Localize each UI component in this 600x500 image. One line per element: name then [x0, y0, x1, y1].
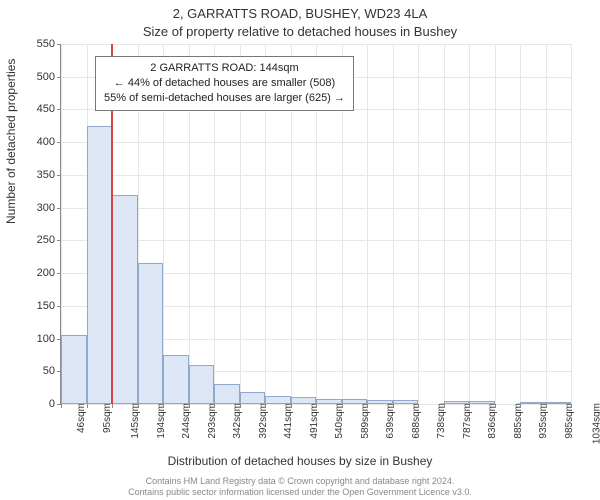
- ytick-label: 450: [7, 103, 55, 115]
- ytick-label: 400: [7, 136, 55, 148]
- gridline-v: [393, 44, 394, 404]
- ytick-label: 50: [7, 365, 55, 377]
- histogram-bar: [469, 401, 495, 404]
- xtick-label: 194sqm: [155, 403, 166, 439]
- ytick-label: 500: [7, 71, 55, 83]
- gridline-v: [495, 44, 496, 404]
- annotation-line3: 55% of semi-detached houses are larger (…: [104, 91, 345, 106]
- xtick-mark: [265, 404, 266, 408]
- ytick-label: 200: [7, 267, 55, 279]
- gridline-v: [520, 44, 521, 404]
- xtick-mark: [520, 404, 521, 408]
- ytick-label: 300: [7, 202, 55, 214]
- xtick-label: 293sqm: [206, 403, 217, 439]
- histogram-bar: [444, 401, 470, 404]
- histogram-bar: [112, 195, 138, 404]
- xtick-label: 441sqm: [283, 403, 294, 439]
- page-title-line1: 2, GARRATTS ROAD, BUSHEY, WD23 4LA: [0, 6, 600, 21]
- xtick-mark: [546, 404, 547, 408]
- histogram-bar: [61, 335, 87, 404]
- ytick-label: 0: [7, 398, 55, 410]
- footer: Contains HM Land Registry data © Crown c…: [0, 476, 600, 498]
- ytick-label: 250: [7, 234, 55, 246]
- xtick-label: 836sqm: [487, 403, 498, 439]
- histogram-bar: [342, 399, 368, 404]
- xtick-label: 985sqm: [563, 403, 574, 439]
- xtick-label: 342sqm: [232, 403, 243, 439]
- xtick-label: 1034sqm: [592, 403, 600, 444]
- gridline-v: [571, 44, 572, 404]
- ytick-label: 100: [7, 333, 55, 345]
- xtick-label: 491sqm: [308, 403, 319, 439]
- xtick-label: 244sqm: [181, 403, 192, 439]
- ytick-label: 550: [7, 38, 55, 50]
- xtick-mark: [418, 404, 419, 408]
- xtick-label: 787sqm: [461, 403, 472, 439]
- histogram-bar: [214, 384, 240, 404]
- xtick-label: 639sqm: [385, 403, 396, 439]
- histogram-bar: [87, 126, 113, 404]
- xtick-mark: [342, 404, 343, 408]
- xtick-mark: [444, 404, 445, 408]
- annotation-box: 2 GARRATTS ROAD: 144sqm ← 44% of detache…: [95, 56, 354, 111]
- gridline-v: [418, 44, 419, 404]
- histogram-bar: [367, 400, 393, 404]
- xtick-mark: [367, 404, 368, 408]
- xtick-label: 738sqm: [436, 403, 447, 439]
- histogram-bar: [240, 392, 266, 404]
- xtick-label: 688sqm: [410, 403, 421, 439]
- histogram-bar: [189, 365, 215, 404]
- xtick-mark: [291, 404, 292, 408]
- xtick-label: 540sqm: [334, 403, 345, 439]
- page-title-line2: Size of property relative to detached ho…: [0, 24, 600, 39]
- histogram-bar: [546, 402, 572, 404]
- xtick-mark: [112, 404, 113, 408]
- ytick-label: 150: [7, 300, 55, 312]
- xtick-label: 145sqm: [130, 403, 141, 439]
- xtick-label: 885sqm: [512, 403, 523, 439]
- xtick-label: 589sqm: [359, 403, 370, 439]
- footer-line2: Contains public sector information licen…: [0, 487, 600, 498]
- plot-area: 05010015020025030035040045050055046sqm95…: [60, 44, 571, 405]
- gridline-v: [367, 44, 368, 404]
- xtick-mark: [469, 404, 470, 408]
- histogram-bar: [265, 396, 291, 404]
- xtick-label: 46sqm: [76, 403, 87, 433]
- annotation-line1: 2 GARRATTS ROAD: 144sqm: [104, 61, 345, 76]
- gridline-v: [444, 44, 445, 404]
- xtick-mark: [138, 404, 139, 408]
- xtick-mark: [393, 404, 394, 408]
- xtick-mark: [214, 404, 215, 408]
- histogram-bar: [393, 400, 419, 404]
- annotation-line2: ← 44% of detached houses are smaller (50…: [104, 76, 345, 91]
- gridline-v: [469, 44, 470, 404]
- xtick-mark: [61, 404, 62, 408]
- xtick-mark: [571, 404, 572, 408]
- xtick-label: 95sqm: [102, 403, 113, 433]
- xtick-mark: [495, 404, 496, 408]
- x-axis-label: Distribution of detached houses by size …: [0, 454, 600, 468]
- ytick-label: 350: [7, 169, 55, 181]
- histogram-bar: [520, 402, 546, 404]
- gridline-v: [546, 44, 547, 404]
- xtick-mark: [316, 404, 317, 408]
- xtick-label: 935sqm: [538, 403, 549, 439]
- chart-container: 2, GARRATTS ROAD, BUSHEY, WD23 4LA Size …: [0, 0, 600, 500]
- xtick-mark: [163, 404, 164, 408]
- xtick-mark: [189, 404, 190, 408]
- histogram-bar: [291, 397, 317, 404]
- histogram-bar: [138, 263, 164, 404]
- footer-line1: Contains HM Land Registry data © Crown c…: [0, 476, 600, 487]
- histogram-bar: [163, 355, 189, 404]
- xtick-mark: [240, 404, 241, 408]
- xtick-mark: [87, 404, 88, 408]
- xtick-label: 392sqm: [257, 403, 268, 439]
- histogram-bar: [316, 399, 342, 404]
